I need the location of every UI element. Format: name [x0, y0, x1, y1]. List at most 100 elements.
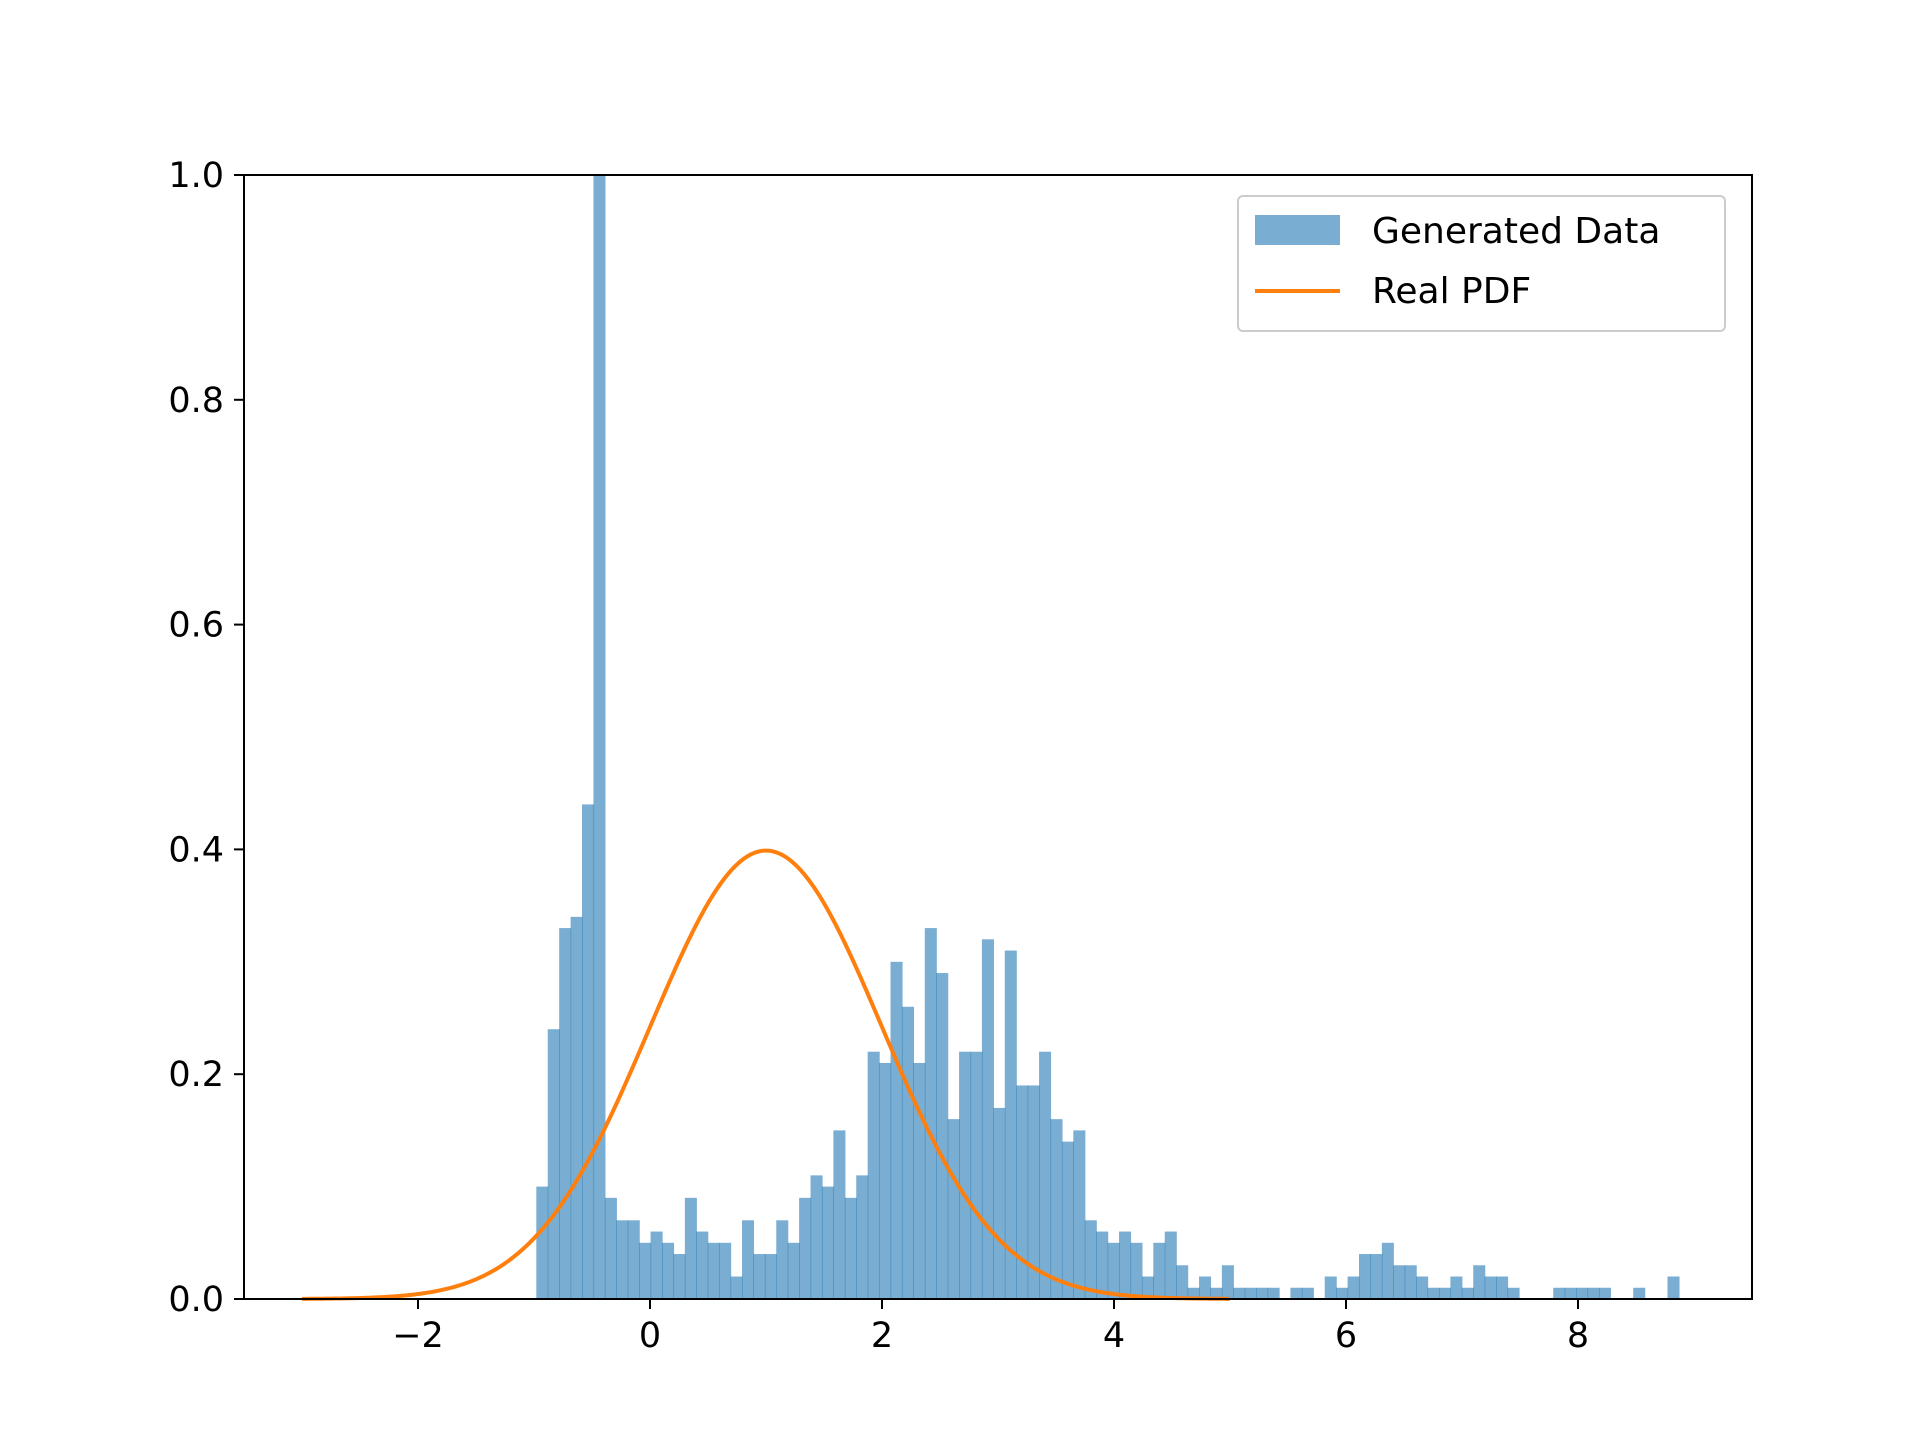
histogram-bar [582, 804, 595, 1299]
x-tick-label: −2 [392, 1316, 444, 1356]
histogram-bar [1416, 1276, 1429, 1299]
y-tick-label: 0.6 [168, 606, 224, 646]
histogram-bar [1473, 1265, 1486, 1299]
legend-label-generated-data: Generated Data [1372, 211, 1660, 252]
histogram-bar [844, 1197, 857, 1299]
histogram-bar [1598, 1287, 1611, 1299]
histogram-bar [1027, 1085, 1040, 1299]
histogram-bar [1221, 1265, 1234, 1299]
histogram-bar [1153, 1242, 1166, 1299]
histogram-bar [867, 1051, 880, 1299]
histogram-bar [1496, 1276, 1509, 1299]
histogram-bar [559, 928, 572, 1299]
histogram-bar [1164, 1231, 1177, 1299]
histogram-bar [1050, 1119, 1063, 1299]
histogram-bar [981, 939, 994, 1299]
histogram-bar [684, 1197, 697, 1299]
histogram-bar [1141, 1276, 1154, 1299]
histogram-bar [662, 1242, 675, 1299]
histogram-bar [799, 1197, 812, 1299]
histogram-bar [707, 1242, 720, 1299]
histogram-bar [1667, 1276, 1680, 1299]
y-tick-label: 0.8 [168, 381, 224, 421]
histogram-bar [1438, 1287, 1451, 1299]
histogram-bar [1427, 1287, 1440, 1299]
histogram-bar [810, 1175, 823, 1299]
histogram-bar [1553, 1287, 1566, 1299]
histogram-bar [1450, 1276, 1463, 1299]
histogram-bar [1039, 1051, 1052, 1299]
histogram-bar [1290, 1287, 1303, 1299]
histogram-bar [650, 1231, 663, 1299]
histogram-bar [593, 175, 606, 1299]
histogram-bar [1096, 1231, 1109, 1299]
histogram-bar [1130, 1242, 1143, 1299]
histogram-bar [616, 1220, 629, 1299]
x-tick-label: 8 [1567, 1316, 1589, 1356]
histogram-bar [764, 1254, 777, 1299]
histogram-bar [787, 1242, 800, 1299]
histogram-bar [741, 1220, 755, 1299]
x-tick-label: 0 [639, 1316, 661, 1356]
histogram-bar [1016, 1085, 1029, 1299]
histogram-bar [1336, 1287, 1349, 1299]
histogram-bar [1301, 1287, 1314, 1299]
histogram-bar [1564, 1287, 1577, 1299]
axes: −2 0 2 4 6 8 0.0 0.2 0.4 0.6 0.8 1.0 [168, 156, 1753, 1356]
real-pdf-line [301, 848, 1231, 1301]
histogram-bar [1119, 1231, 1132, 1299]
y-tick-label: 1.0 [168, 156, 224, 196]
histogram-bar [1199, 1276, 1212, 1299]
histogram-bar [970, 1051, 983, 1299]
x-tick-label: 6 [1335, 1316, 1357, 1356]
histogram-bar [821, 1186, 834, 1299]
histogram-bars [536, 175, 1680, 1299]
legend-box [1237, 195, 1726, 332]
histogram-bar [1267, 1287, 1280, 1299]
x-tick-label: 4 [1103, 1316, 1125, 1356]
histogram-bar [1484, 1276, 1497, 1299]
histogram-bar [696, 1231, 709, 1299]
histogram-bar [1256, 1287, 1269, 1299]
histogram-bar [1461, 1287, 1474, 1299]
histogram-bar [890, 961, 903, 1299]
histogram-bar [1393, 1265, 1406, 1299]
histogram-bar [1587, 1287, 1600, 1299]
histogram-bar [730, 1276, 743, 1299]
histogram-bar [1233, 1287, 1246, 1299]
legend-swatch-generated-data [1255, 215, 1340, 245]
histogram-bar [959, 1051, 972, 1299]
x-tick-label: 2 [871, 1316, 893, 1356]
histogram-bar [1633, 1287, 1646, 1299]
histogram-bar [1576, 1287, 1589, 1299]
histogram-bar [936, 973, 949, 1299]
histogram-bar [570, 916, 583, 1299]
histogram-bar [1187, 1287, 1200, 1299]
histogram-bar [1073, 1130, 1086, 1299]
histogram-bar [1004, 950, 1017, 1299]
histogram-bar [627, 1220, 640, 1299]
legend-label-real-pdf: Real PDF [1372, 271, 1531, 312]
histogram-bar [1210, 1287, 1223, 1299]
histogram-bar [924, 928, 937, 1299]
histogram-bar [1381, 1242, 1394, 1299]
axes-frame [243, 174, 1753, 1300]
y-tick-label: 0.0 [168, 1280, 224, 1320]
histogram-bar [879, 1062, 892, 1299]
histogram-bar [1084, 1220, 1097, 1299]
histogram-bar [901, 1006, 914, 1299]
histogram-bar [947, 1119, 960, 1299]
histogram-bar [547, 1029, 560, 1299]
legend: Generated Data Real PDF [1237, 195, 1726, 332]
histogram-bar [1244, 1287, 1257, 1299]
histogram-bar [1176, 1265, 1189, 1299]
histogram-bar [1324, 1276, 1337, 1299]
histogram-bar [1507, 1287, 1520, 1299]
histogram-bar [753, 1254, 766, 1299]
histogram-bar [1061, 1141, 1074, 1299]
histogram-bar [1404, 1265, 1417, 1299]
histogram-bar [673, 1254, 686, 1299]
histogram-bar [604, 1197, 617, 1299]
histogram-bar [1107, 1242, 1120, 1299]
histogram-bar [1358, 1254, 1372, 1299]
